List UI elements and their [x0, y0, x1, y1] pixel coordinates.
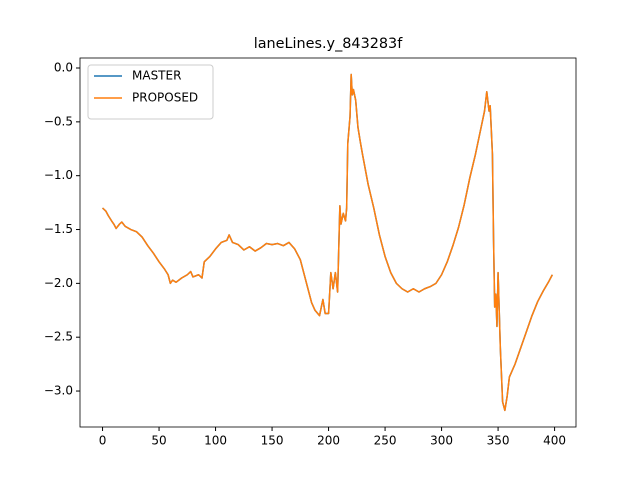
x-tick-label: 50 — [151, 434, 166, 448]
x-tick-label: 250 — [374, 434, 397, 448]
y-tick-label: −3.0 — [44, 384, 73, 398]
y-tick-label: −2.5 — [44, 330, 73, 344]
legend-box — [87, 64, 214, 120]
y-tick-label: −1.5 — [44, 222, 73, 236]
plot-frame — [79, 57, 577, 428]
x-tick-label: 0 — [99, 434, 107, 448]
x-tick-label: 100 — [204, 434, 227, 448]
x-tick-label: 300 — [430, 434, 453, 448]
chart-title: laneLines.y_843283f — [254, 36, 403, 52]
y-tick-label: 0.0 — [54, 61, 73, 75]
x-tick-label: 400 — [543, 434, 566, 448]
x-tick-label: 350 — [487, 434, 510, 448]
y-tick-label: −1.0 — [44, 168, 73, 182]
y-tick-label: −0.5 — [44, 114, 73, 128]
legend-label: MASTER — [132, 69, 181, 83]
legend-label: PROPOSED — [132, 91, 198, 105]
x-tick-label: 200 — [317, 434, 340, 448]
x-tick-label: 150 — [261, 434, 284, 448]
y-tick-label: −2.0 — [44, 276, 73, 290]
line-series — [102, 73, 553, 412]
